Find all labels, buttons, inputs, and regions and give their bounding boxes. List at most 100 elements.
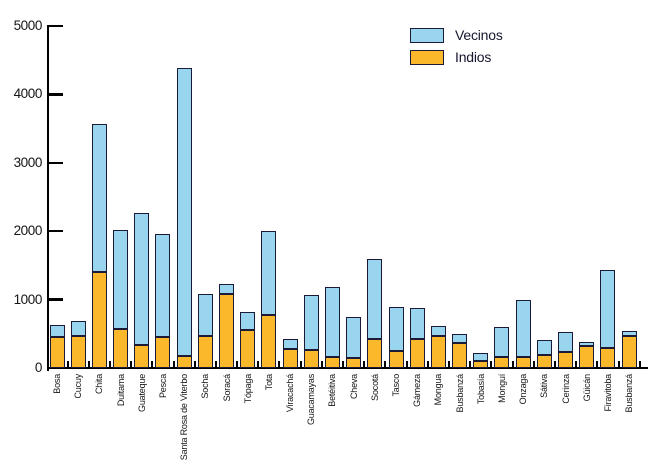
x-tick xyxy=(257,361,260,367)
x-tick xyxy=(384,361,387,367)
x-tick xyxy=(108,361,111,367)
x-category-label: Soracá xyxy=(221,374,232,402)
x-tick xyxy=(193,361,196,367)
bar-vecinos-11 xyxy=(282,338,298,349)
bar-indios-4 xyxy=(134,345,150,368)
x-tick xyxy=(278,361,281,367)
y-tick xyxy=(48,161,63,165)
legend-item-vecinos: Vecinos xyxy=(410,27,503,43)
y-tick-label: 1000 xyxy=(13,291,43,307)
bar-indios-16 xyxy=(388,350,404,368)
bar-vecinos-21 xyxy=(494,326,510,357)
bar-indios-1 xyxy=(70,335,86,368)
bar-indios-27 xyxy=(621,335,637,368)
bar-indios-15 xyxy=(367,339,383,368)
x-category-label: Güicán xyxy=(581,374,592,402)
y-tick xyxy=(48,93,63,96)
x-category-label: Tópaga xyxy=(242,374,253,404)
x-category-label: Cheva xyxy=(348,374,359,400)
x-category-label: Pesca xyxy=(157,374,168,399)
x-tick xyxy=(596,361,599,367)
bar-vecinos-0 xyxy=(49,324,65,338)
x-axis-line xyxy=(46,366,648,370)
legend-swatch-vecinos xyxy=(410,27,444,43)
x-tick xyxy=(575,361,578,367)
bar-vecinos-18 xyxy=(430,325,446,336)
x-category-label: Tota xyxy=(263,374,274,391)
bar-indios-23 xyxy=(536,355,552,368)
x-category-label: Bosa xyxy=(52,374,62,394)
x-category-label: Chita xyxy=(94,374,105,395)
x-tick xyxy=(532,361,535,367)
bar-indios-0 xyxy=(49,337,65,368)
x-tick xyxy=(638,361,641,367)
y-tick-label: 5000 xyxy=(13,18,43,33)
bar-indios-7 xyxy=(197,335,213,368)
bar-vecinos-4 xyxy=(134,213,150,346)
x-tick xyxy=(448,361,450,367)
bar-vecinos-19 xyxy=(452,333,468,344)
x-category-label: Busbanzá xyxy=(454,374,465,413)
x-category-label: Cerinza xyxy=(560,374,571,404)
bar-indios-21 xyxy=(494,356,510,368)
bar-indios-9 xyxy=(240,330,256,368)
x-tick xyxy=(469,361,472,367)
bar-vecinos-22 xyxy=(515,299,531,357)
x-tick xyxy=(172,361,175,367)
bar-indios-17 xyxy=(409,338,425,368)
x-category-label: Sátiva xyxy=(539,374,550,398)
bar-vecinos-13 xyxy=(324,287,340,358)
x-category-label: Monguí xyxy=(496,374,507,403)
y-tick-label: 2000 xyxy=(13,223,43,239)
bar-indios-5 xyxy=(155,337,171,368)
x-category-label: Santa Rosa de Viterbo xyxy=(179,374,190,461)
bar-indios-25 xyxy=(579,346,595,368)
bar-indios-12 xyxy=(303,349,319,368)
legend-item-indios: Indios xyxy=(410,49,503,65)
bar-vecinos-23 xyxy=(536,339,552,356)
x-tick xyxy=(553,361,556,367)
x-tick xyxy=(151,361,154,367)
bar-vecinos-3 xyxy=(113,229,129,329)
x-tick xyxy=(214,361,217,367)
bar-indios-13 xyxy=(324,357,340,368)
x-tick xyxy=(490,361,493,367)
y-tick-label: 4000 xyxy=(13,86,43,102)
bar-vecinos-20 xyxy=(473,353,489,361)
y-tick-label: 3000 xyxy=(13,154,43,170)
bar-indios-24 xyxy=(558,352,574,368)
x-tick xyxy=(130,361,133,367)
bar-indios-2 xyxy=(91,271,107,368)
x-category-label: Tasco xyxy=(391,374,402,397)
bar-indios-6 xyxy=(176,356,192,368)
bar-vecinos-17 xyxy=(409,308,425,339)
legend-label-indios: Indios xyxy=(455,49,492,65)
bar-vecinos-16 xyxy=(388,307,404,351)
x-category-label: Busbanzá xyxy=(624,374,635,413)
bar-vecinos-27 xyxy=(621,331,637,336)
x-category-label: Mongua xyxy=(433,374,444,406)
bar-indios-14 xyxy=(346,358,362,368)
x-category-label: Duitama xyxy=(115,374,126,407)
x-tick xyxy=(426,361,429,367)
x-tick xyxy=(511,361,514,367)
x-tick xyxy=(87,361,90,367)
x-category-label: Betéitiva xyxy=(327,374,338,407)
x-category-label: Guacamayas xyxy=(306,374,317,426)
bar-indios-26 xyxy=(600,348,616,368)
bar-vecinos-15 xyxy=(367,258,383,340)
bar-vecinos-26 xyxy=(600,270,616,349)
x-category-label: Gámeza xyxy=(412,374,423,407)
x-category-label: Cucuy xyxy=(73,374,84,399)
x-category-label: Guateque xyxy=(136,374,147,412)
y-tick xyxy=(48,298,63,301)
x-tick xyxy=(342,361,345,367)
legend-swatch-indios xyxy=(410,49,444,65)
bar-vecinos-2 xyxy=(91,124,107,272)
bar-indios-19 xyxy=(452,343,468,368)
y-tick xyxy=(48,229,63,233)
x-tick xyxy=(236,361,239,367)
bar-vecinos-12 xyxy=(303,295,319,350)
bar-vecinos-1 xyxy=(70,320,86,336)
